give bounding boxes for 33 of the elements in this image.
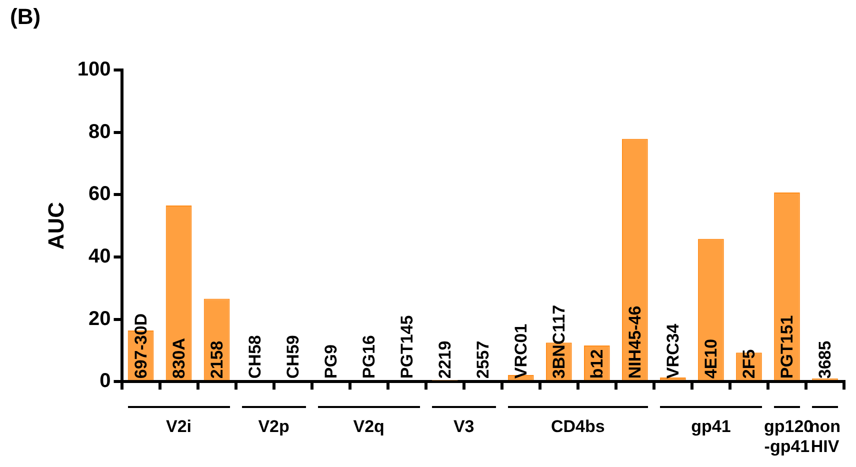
x-tick-label: 2557 <box>474 340 493 379</box>
x-tick-label: NIH45-46 <box>626 306 645 379</box>
x-tick-label: PGT145 <box>398 315 417 379</box>
x-tick-label: 830A <box>169 338 188 379</box>
x-tick-label: 2158 <box>207 340 226 379</box>
x-tick-label: 3BNC117 <box>550 304 569 379</box>
text: V3 <box>452 417 476 437</box>
y-tick-label: 0 <box>100 370 111 392</box>
x-tick-label: VRC01 <box>512 324 531 379</box>
x-tick-label: 4E10 <box>702 338 721 379</box>
text: V2i <box>165 417 193 437</box>
x-tick-label: PGT151 <box>778 315 797 379</box>
x-tick-label: PG9 <box>322 344 341 379</box>
x-tick-label: PG16 <box>360 335 379 379</box>
y-tick-label: 80 <box>88 120 111 143</box>
x-tick-label: 3685 <box>816 340 835 379</box>
x-tick-label: VRC34 <box>664 323 683 379</box>
x-tick-label: CH59 <box>284 335 303 379</box>
text: V2q <box>352 417 386 437</box>
x-tick-label: 2219 <box>436 340 455 379</box>
x-tick-label: 2F5 <box>740 349 759 379</box>
y-tick-label: 100 <box>77 58 111 81</box>
x-tick-label: CH58 <box>246 335 264 379</box>
y-tick-label: 20 <box>88 308 111 330</box>
text: gp41 <box>691 417 731 436</box>
x-tick-label: 697-30D <box>131 313 150 379</box>
chart-title: (B) <box>10 4 41 30</box>
text: V2p <box>257 417 290 437</box>
y-tick-label: 60 <box>88 183 111 206</box>
text: CD4bs <box>550 417 606 437</box>
x-tick-label: b12 <box>588 349 607 379</box>
y-tick-label: 40 <box>88 245 111 268</box>
y-axis-title: AUC <box>43 202 68 250</box>
